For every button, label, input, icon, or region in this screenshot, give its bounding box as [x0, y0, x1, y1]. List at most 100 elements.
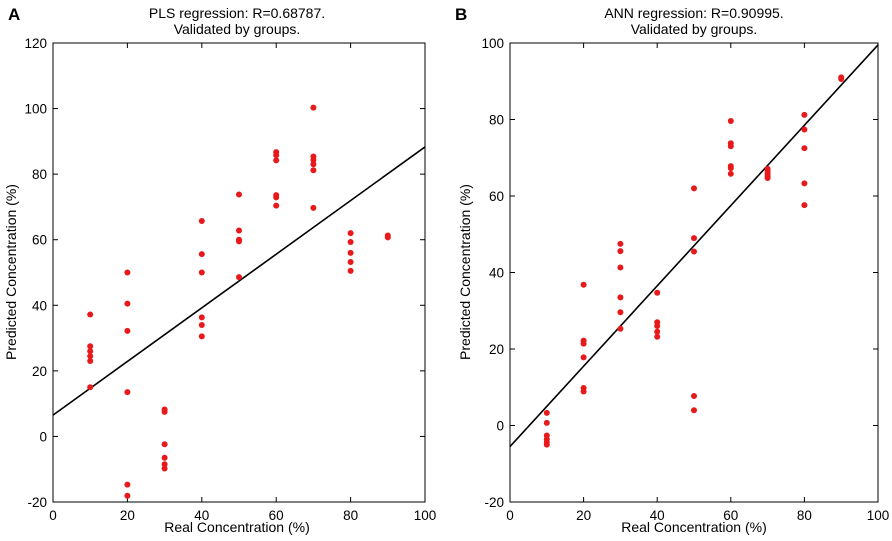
data-point-a: [236, 227, 242, 234]
data-point-a: [310, 157, 317, 164]
y-tick-label-a: 120: [24, 36, 47, 51]
data-point-b: [543, 441, 550, 448]
chart-panel-a: A PLS regression: R=0.68787. Validated b…: [3, 5, 436, 535]
y-tick-label-a: 80: [32, 167, 47, 182]
chart-title-b-line1: ANN regression: R=0.90995.: [604, 5, 783, 21]
data-point-b: [691, 407, 697, 414]
data-point-a: [161, 461, 168, 468]
x-tick-label-b: 40: [650, 508, 665, 523]
data-point-b: [617, 240, 624, 247]
data-point-b: [617, 248, 624, 255]
data-point-a: [161, 441, 168, 448]
data-point-a: [347, 267, 354, 274]
data-point-b: [580, 340, 587, 347]
data-point-a: [161, 465, 168, 472]
chart-title-b-line2: Validated by groups.: [631, 21, 758, 37]
chart-panel-b: B ANN regression: R=0.90995. Validated b…: [455, 5, 889, 535]
x-tick-labels-a: 0 20 40 60 80 100: [49, 508, 436, 523]
data-point-a: [384, 234, 391, 241]
data-point-b: [801, 202, 808, 209]
data-point-b: [617, 264, 624, 271]
y-tick-label-b: 60: [489, 189, 504, 204]
data-point-a: [198, 269, 205, 276]
y-tick-label-b: 100: [481, 36, 504, 51]
tick-marks-a: [52, 42, 426, 503]
data-point-a: [87, 384, 94, 391]
data-point-b: [691, 235, 697, 242]
x-axis-label-a: Real Concentration (%): [164, 519, 310, 535]
chart-title-a-line1: PLS regression: R=0.68787.: [149, 5, 325, 21]
data-point-a: [87, 353, 94, 360]
data-point-b: [580, 388, 587, 395]
data-point-a: [347, 249, 354, 256]
data-point-b: [543, 419, 550, 426]
data-point-b: [801, 145, 808, 152]
data-point-b: [654, 323, 661, 330]
data-point-a: [124, 389, 131, 396]
data-point-a: [87, 343, 94, 350]
data-point-b: [654, 328, 661, 335]
x-tick-label-a: 100: [414, 508, 437, 523]
data-point-a: [198, 314, 205, 321]
data-point-b: [543, 409, 550, 416]
data-point-a: [198, 321, 205, 328]
data-point-a: [124, 327, 131, 334]
fit-line-b: [509, 44, 879, 448]
x-axis-label-b: Real Concentration (%): [621, 519, 767, 535]
x-tick-label-a: 80: [343, 508, 358, 523]
data-point-a: [87, 358, 94, 365]
y-tick-label-a: 40: [32, 298, 47, 313]
y-tick-labels-b: -20 0 20 40 60 80 100: [481, 36, 504, 510]
panel-label-b: B: [455, 5, 467, 24]
data-point-b: [801, 126, 808, 133]
data-point-a: [124, 300, 131, 307]
data-point-b: [691, 248, 697, 255]
data-points-a: [87, 104, 391, 499]
x-tick-label-b: 20: [576, 508, 591, 523]
data-point-b: [727, 118, 734, 125]
data-point-a: [198, 333, 205, 340]
x-tick-label-a: 40: [194, 508, 209, 523]
data-point-a: [273, 152, 280, 159]
plot-frame-b: [509, 42, 879, 503]
data-point-a: [347, 230, 354, 237]
data-point-a: [236, 238, 242, 245]
data-point-b: [617, 294, 624, 301]
x-tick-label-a: 20: [120, 508, 135, 523]
fit-line-a: [52, 146, 426, 416]
data-point-b: [617, 325, 624, 332]
y-tick-label-b: 20: [489, 342, 504, 357]
data-point-b: [691, 393, 697, 400]
data-point-a: [310, 167, 317, 174]
data-point-b: [654, 289, 661, 296]
plot-frame-a: [52, 42, 426, 503]
y-tick-label-b: 40: [489, 266, 504, 281]
y-tick-label-a: -20: [27, 495, 47, 510]
data-point-b: [580, 354, 587, 361]
data-point-a: [198, 251, 205, 258]
data-point-b: [838, 75, 845, 82]
y-tick-label-a: 100: [24, 102, 47, 117]
data-point-b: [801, 180, 808, 187]
data-point-a: [310, 104, 317, 111]
y-tick-label-a: 0: [39, 429, 47, 444]
x-tick-label-b: 0: [506, 508, 514, 523]
data-point-a: [310, 204, 317, 211]
data-point-a: [124, 481, 131, 488]
data-point-b: [691, 185, 697, 192]
data-point-a: [347, 259, 354, 266]
y-tick-label-b: 0: [496, 419, 504, 434]
y-tick-label-a: 20: [32, 364, 47, 379]
x-tick-label-b: 80: [797, 508, 812, 523]
x-tick-label-a: 60: [269, 508, 284, 523]
data-point-a: [124, 492, 131, 499]
panel-label-a: A: [8, 5, 20, 24]
x-tick-label-a: 0: [49, 508, 57, 523]
data-point-b: [617, 309, 624, 316]
data-point-a: [87, 348, 94, 355]
data-point-a: [310, 161, 317, 168]
data-point-a: [161, 454, 168, 461]
data-point-b: [727, 143, 734, 150]
data-point-a: [347, 239, 354, 246]
data-point-a: [87, 311, 94, 318]
